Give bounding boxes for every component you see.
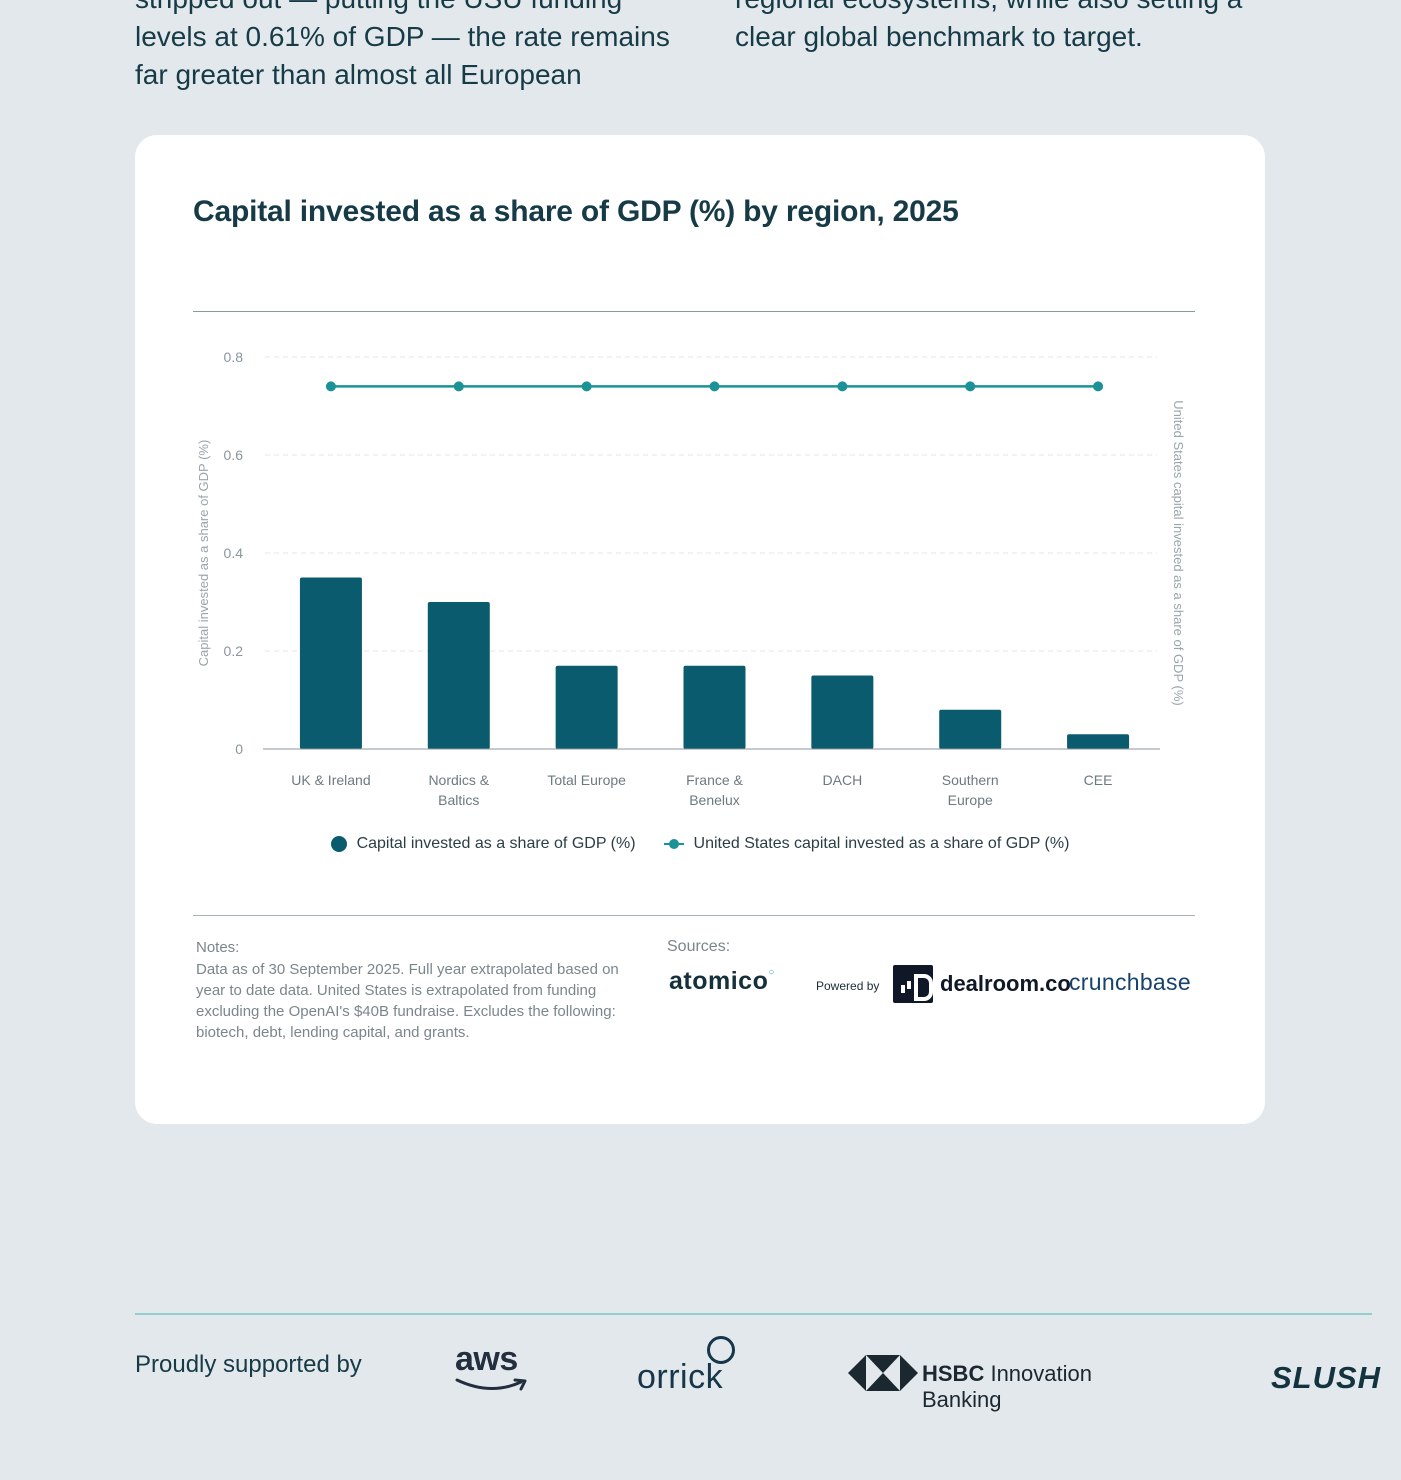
intro-left-column: stripped out — putting the USU funding l… (135, 0, 675, 94)
hsbc-bold-text: HSBC (922, 1361, 985, 1386)
legend-line-icon (663, 836, 684, 852)
bar (299, 577, 362, 749)
chart-legend: Capital invested as a share of GDP (%) U… (135, 835, 1265, 853)
hsbc-logo-text: HSBC Innovation Banking (922, 1361, 1168, 1413)
legend-label-us-line: United States capital invested as a shar… (693, 835, 1070, 852)
x-tick-label: Europe (948, 792, 993, 808)
atomico-logo[interactable]: atomico○ (669, 967, 775, 996)
aws-smile-icon (455, 1378, 527, 1391)
x-tick-label: France & (686, 772, 743, 788)
bar (427, 602, 490, 749)
us-series-point (965, 381, 976, 392)
y-axis-title: Capital invested as a share of GDP (%) (196, 440, 211, 667)
us-series-point (581, 381, 592, 392)
sources-heading: Sources: (667, 938, 731, 955)
x-tick-label: Nordics & (428, 772, 489, 788)
chart-notes: Notes: Data as of 30 September 2025. Ful… (196, 937, 641, 1043)
chart-title: Capital invested as a share of GDP (%) b… (193, 195, 959, 228)
x-tick-label: Benelux (689, 792, 740, 808)
x-tick-label: Southern (942, 772, 999, 788)
legend-dot-icon (330, 836, 347, 852)
y-tick-label: 0.6 (224, 447, 244, 463)
us-series-point (453, 381, 464, 392)
legend-label-bars: Capital invested as a share of GDP (%) (356, 835, 636, 852)
y-tick-label: 0.2 (224, 643, 244, 659)
us-series-point (709, 381, 720, 392)
legend-item-bars[interactable]: Capital invested as a share of GDP (%) (330, 835, 636, 853)
hsbc-hexagon-icon (848, 1355, 918, 1391)
crunchbase-logo[interactable]: crunchbase (1069, 969, 1191, 995)
intro-right-line: regional ecosystems, while also setting … (735, 0, 1275, 18)
chart-card: Capital invested as a share of GDP (%) b… (135, 135, 1265, 1124)
x-tick-label: Total Europe (547, 772, 626, 788)
x-tick-label: DACH (823, 772, 863, 788)
y-tick-label: 0 (235, 741, 243, 757)
slush-logo[interactable]: SLUSH (1271, 1360, 1382, 1395)
intro-text: stripped out — putting the USU funding l… (135, 0, 1401, 90)
y-axis-title-right: United States capital invested as a shar… (1171, 400, 1186, 705)
orrick-ring-icon (707, 1336, 735, 1364)
us-series-point (837, 381, 848, 392)
bar (811, 675, 874, 749)
bar (555, 665, 618, 749)
bar (939, 709, 1002, 749)
x-tick-label: Baltics (438, 792, 479, 808)
dealroom-logo[interactable]: dealroom.co (940, 971, 1071, 996)
us-series-point (325, 381, 336, 392)
atomico-logo-text: atomico (669, 967, 769, 995)
intro-right-line: clear global benchmark to target. (735, 21, 1143, 52)
orrick-logo[interactable]: orrick (637, 1334, 741, 1396)
atomico-ring-icon: ○ (768, 967, 775, 978)
intro-left-line: far greater than almost all European (135, 59, 582, 90)
aws-logo-text: aws (455, 1340, 518, 1378)
y-tick-label: 0.8 (224, 349, 244, 365)
intro-left-line: levels at 0.61% of GDP — the rate remain… (135, 21, 670, 52)
us-series-point (1093, 381, 1104, 392)
y-tick-label: 0.4 (224, 545, 244, 561)
footer-divider (193, 915, 1195, 916)
notes-text: Data as of 30 September 2025. Full year … (196, 961, 619, 1041)
title-divider (193, 311, 1195, 312)
legend-item-us-line[interactable]: United States capital invested as a shar… (663, 835, 1070, 853)
source-logos: atomico○ Powered by dealroom.co crunchba… (667, 962, 1197, 1003)
dealroom-icon (893, 965, 933, 1003)
orrick-logo-text: orrick (637, 1358, 724, 1396)
supporters-divider (135, 1313, 1372, 1315)
intro-right-column: regional ecosystems, while also setting … (735, 0, 1275, 56)
supported-by-label: Proudly supported by (135, 1351, 362, 1378)
intro-left-line: stripped out — putting the USU funding (135, 0, 675, 18)
x-tick-label: UK & Ireland (291, 772, 370, 788)
notes-heading: Notes: (196, 939, 240, 956)
bar-line-chart: 0 0.2 0.4 0.6 0.8 UK & Ireland Nordics & Baltic… (196, 349, 1186, 808)
powered-by-label: Powered by (816, 979, 880, 993)
aws-logo[interactable]: aws (455, 1342, 531, 1394)
bar (1067, 734, 1130, 749)
x-tick-label: CEE (1084, 772, 1113, 788)
bar (683, 665, 746, 749)
hsbc-rest-text: Innovation Banking (922, 1361, 1092, 1412)
hsbc-logo[interactable]: HSBC Innovation Banking (848, 1355, 1168, 1412)
